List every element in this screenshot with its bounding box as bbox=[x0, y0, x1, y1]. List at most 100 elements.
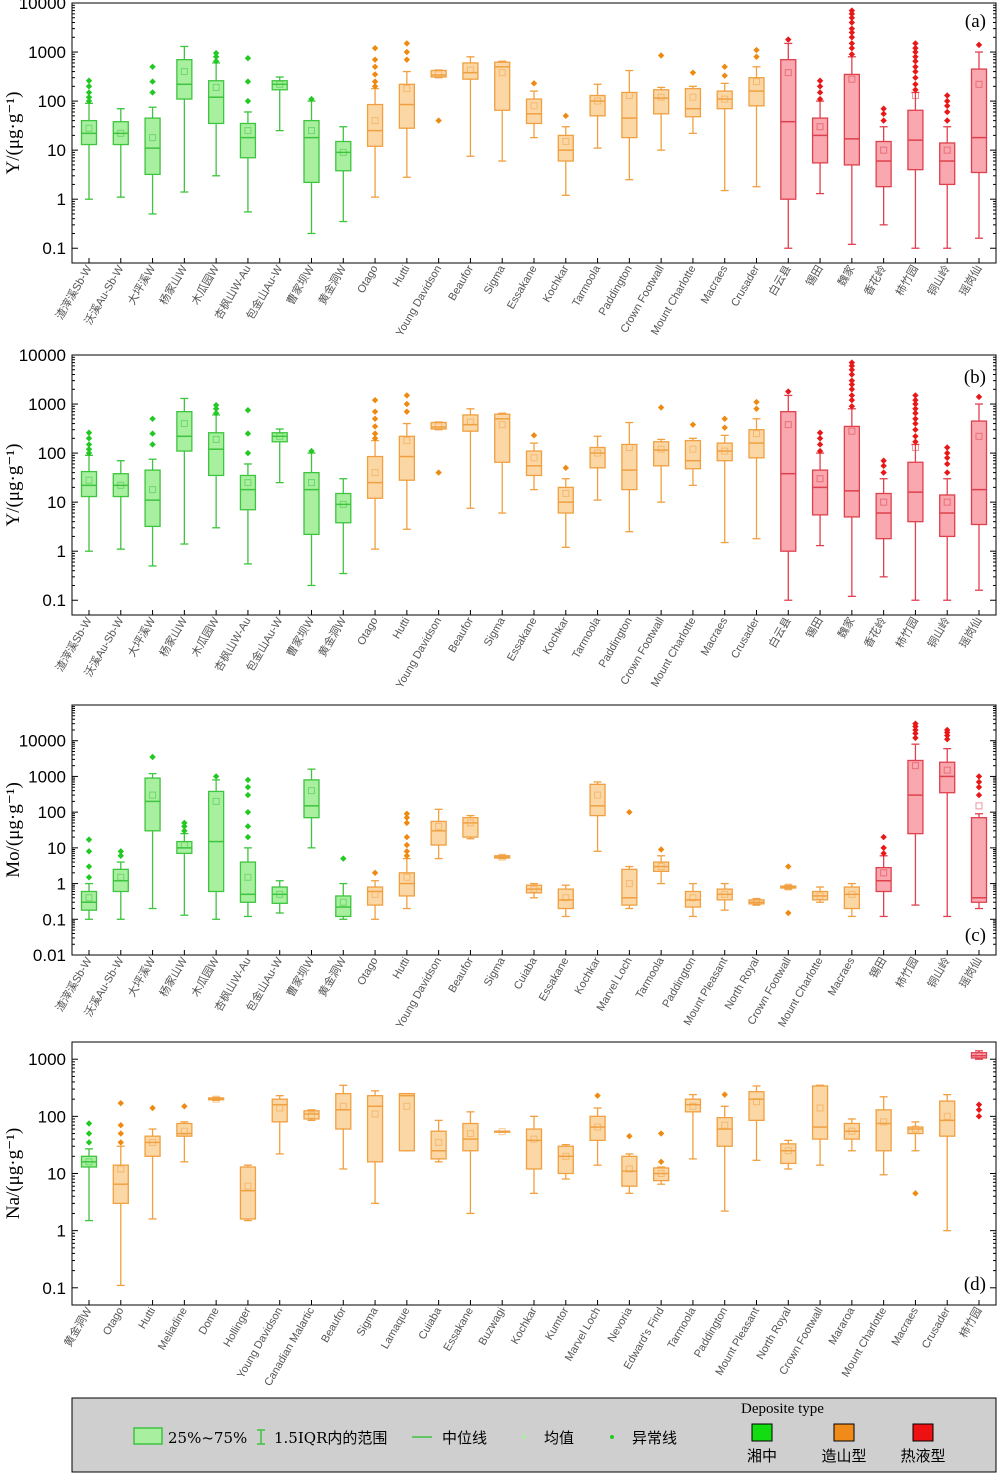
box-14: Cuiaba bbox=[512, 882, 543, 992]
outlier-point bbox=[212, 410, 220, 417]
legend-mean-swatch bbox=[522, 1435, 526, 1439]
outlier-point bbox=[530, 80, 538, 87]
x-tick-label: Hutti bbox=[391, 956, 413, 982]
outlier-point bbox=[912, 53, 919, 61]
outlier-point bbox=[912, 734, 919, 742]
panel-tag: (c) bbox=[965, 925, 986, 946]
x-tick-label: Sigma bbox=[355, 1305, 381, 1339]
iqr-box bbox=[907, 1126, 924, 1135]
outlier-point bbox=[816, 429, 824, 436]
box-4: 木瓜园W bbox=[189, 401, 225, 659]
mean-marker bbox=[244, 1182, 252, 1190]
mean-marker bbox=[403, 85, 411, 93]
outlier-point bbox=[403, 56, 411, 63]
outlier-point bbox=[371, 423, 379, 430]
mean-marker bbox=[371, 1110, 379, 1118]
outlier-point bbox=[848, 362, 856, 370]
mean-marker bbox=[466, 66, 474, 74]
outlier-point bbox=[785, 863, 792, 870]
box-8: 黄金洞W bbox=[315, 855, 352, 999]
box-8: 黄金洞W bbox=[315, 126, 352, 307]
iqr-box bbox=[621, 868, 638, 906]
x-tick-label: Macraes bbox=[699, 615, 731, 658]
box-12: Beaufor bbox=[446, 408, 479, 655]
x-tick-label: 杨家山W bbox=[156, 262, 190, 307]
outlier-point bbox=[975, 1113, 983, 1120]
mean-marker bbox=[753, 1098, 760, 1106]
outlier-point bbox=[149, 415, 156, 423]
outlier-point bbox=[244, 833, 252, 841]
iqr-box bbox=[875, 1109, 892, 1152]
mean-marker bbox=[784, 421, 792, 429]
mean-marker bbox=[880, 498, 888, 506]
legend-mean-label: 均值 bbox=[544, 1429, 574, 1447]
box-20: Macraes bbox=[699, 415, 733, 658]
box-25: 锡田 bbox=[866, 833, 892, 981]
outlier-point bbox=[848, 371, 856, 378]
mean-marker bbox=[721, 95, 729, 103]
x-tick-label: 魏家 bbox=[834, 263, 857, 289]
mean-marker bbox=[625, 880, 633, 888]
mean-marker bbox=[149, 1138, 157, 1146]
outlier-point bbox=[848, 44, 856, 52]
legend-type-1: 造山型 bbox=[821, 1423, 867, 1465]
outlier-point bbox=[371, 430, 379, 437]
mean-marker bbox=[435, 1138, 443, 1146]
box-14: Kochkar bbox=[509, 1115, 543, 1346]
iqr-box bbox=[176, 410, 193, 452]
outlier-point bbox=[117, 1122, 124, 1129]
panel-tag: (a) bbox=[965, 11, 986, 32]
outlier-point bbox=[117, 1130, 124, 1137]
outlier-point bbox=[308, 447, 315, 455]
iqr-box bbox=[80, 119, 98, 146]
outlier-point bbox=[403, 848, 411, 855]
x-tick-label: Beaufor bbox=[446, 955, 476, 995]
panel-c: 0.010.1110100100010000Mo/(μg·g⁻¹)(c)渣滓溪S… bbox=[3, 704, 997, 1031]
box-4: 木瓜园W bbox=[189, 773, 225, 999]
x-tick-label: Macraes bbox=[699, 263, 731, 306]
iqr-box bbox=[621, 443, 638, 491]
legend-type-0: 湘中 bbox=[747, 1423, 777, 1465]
outlier-point bbox=[85, 446, 93, 453]
box-27: 铜山岭 bbox=[924, 92, 956, 298]
box-28: 瑶岗仙 bbox=[957, 393, 988, 650]
mean-marker bbox=[117, 481, 125, 489]
box-23: 锡田 bbox=[803, 429, 829, 641]
outlier-point bbox=[912, 405, 919, 413]
legend-whisker-swatch bbox=[257, 1429, 265, 1445]
box-17: Marvel Loch bbox=[595, 808, 638, 1013]
outlier-point bbox=[149, 89, 156, 96]
outlier-point bbox=[848, 381, 856, 388]
outlier-point bbox=[85, 77, 93, 84]
y-tick-label: 10000 bbox=[19, 0, 66, 13]
x-tick-label: 曹家坝W bbox=[283, 614, 317, 659]
mean-marker bbox=[943, 766, 951, 774]
mean-marker bbox=[880, 869, 888, 877]
iqr-box bbox=[589, 1115, 606, 1142]
panel-a: 0.1110100100010000Y/(μg·g⁻¹)(a)渣滓溪Sb-W沃溪… bbox=[3, 0, 997, 339]
outlier-point bbox=[975, 791, 983, 799]
outlier-point bbox=[244, 791, 252, 799]
iqr-box bbox=[494, 61, 511, 111]
iqr-box bbox=[875, 140, 892, 188]
legend-outlier-label: 异常线 bbox=[632, 1429, 677, 1447]
mean-marker bbox=[562, 490, 570, 498]
mean-marker bbox=[689, 1102, 697, 1110]
box-1: 沃溪Au-Sb-W bbox=[82, 848, 129, 1019]
panel-b: 0.1110100100010000Y/(μg·g⁻¹)(b)渣滓溪Sb-W沃溪… bbox=[3, 346, 997, 691]
x-tick-label: Sigma bbox=[482, 955, 508, 989]
x-tick-label: Sigma bbox=[482, 263, 508, 297]
iqr-box bbox=[80, 470, 98, 498]
legend-type-label: 湘中 bbox=[747, 1447, 777, 1465]
mean-marker bbox=[689, 445, 697, 453]
outlier-point bbox=[848, 7, 856, 14]
outlier-point bbox=[657, 1130, 665, 1137]
outlier-point bbox=[85, 83, 93, 90]
outlier-point bbox=[85, 848, 93, 855]
mean-marker bbox=[657, 1170, 665, 1177]
outlier-point bbox=[244, 823, 252, 830]
iqr-box bbox=[398, 435, 416, 481]
box-15: Kochkar bbox=[541, 464, 574, 656]
mean-marker bbox=[562, 894, 570, 902]
